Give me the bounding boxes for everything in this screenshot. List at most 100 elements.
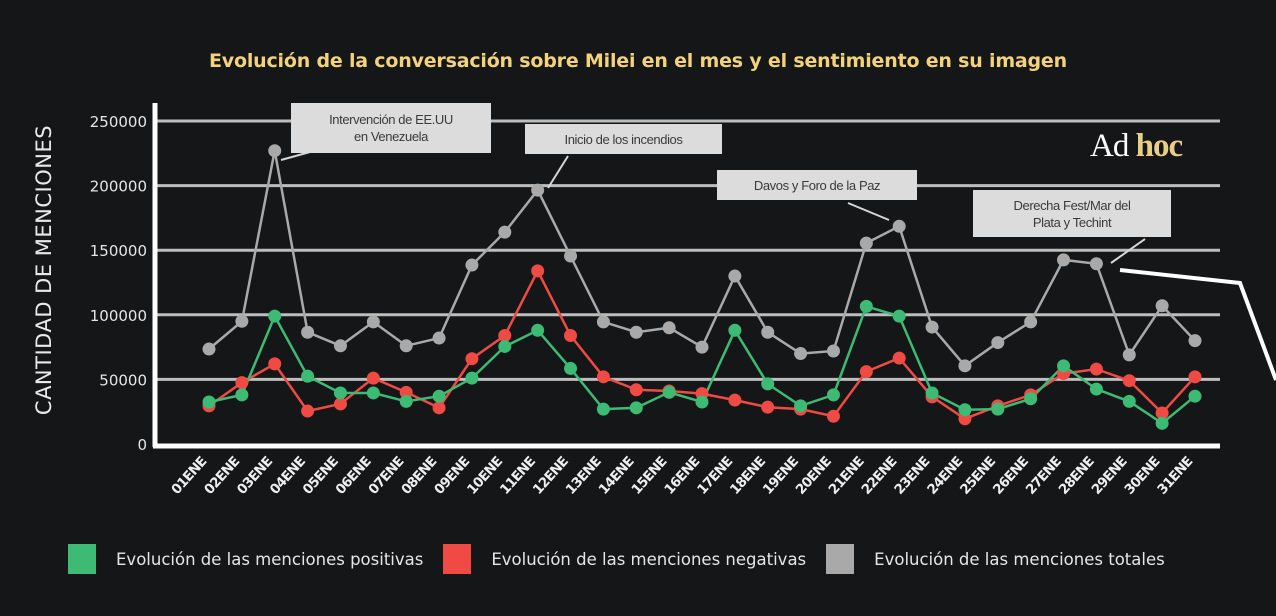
x-tick-label: 24ENE: [924, 454, 966, 498]
x-tick-label: 13ENE: [563, 454, 605, 498]
data-point: [1089, 382, 1103, 396]
x-tick-label: 07ENE: [365, 454, 407, 498]
x-tick-labels: 01ENE02ENE03ENE04ENE05ENE06ENE07ENE08ENE…: [168, 454, 1196, 498]
legend-swatch-totales: [826, 544, 855, 574]
annotation-box: Derecha Fest/Mar del Plata y Techint: [973, 190, 1171, 237]
data-point: [333, 397, 347, 411]
x-tick-label: 20ENE: [793, 454, 835, 498]
data-point: [991, 336, 1005, 350]
legend-label-negativas: Evolución de las menciones negativas: [491, 549, 807, 569]
legend-item-totales: Evolución de las menciones totales: [826, 544, 1165, 574]
x-tick-label: 03ENE: [234, 454, 276, 498]
x-tick-label: 17ENE: [694, 454, 736, 498]
legend-item-positivas: Evolución de las menciones positivas: [68, 544, 423, 574]
x-tick-label: 29ENE: [1089, 454, 1131, 498]
x-tick-label: 19ENE: [760, 454, 802, 498]
decorative-bracket: [1119, 268, 1276, 381]
data-point: [268, 144, 282, 158]
data-point: [892, 219, 906, 233]
x-tick-label: 08ENE: [398, 454, 440, 498]
legend-label-positivas: Evolución de las menciones positivas: [116, 549, 424, 569]
data-point: [629, 383, 643, 397]
data-point: [662, 385, 676, 399]
annotation-box: Davos y Foro de la Paz: [717, 170, 917, 200]
data-point: [432, 331, 446, 345]
data-point: [564, 249, 578, 263]
annotation-text: Davos y Foro de la Paz: [753, 177, 881, 193]
data-point: [761, 377, 775, 391]
x-tick-label: 11ENE: [497, 454, 539, 498]
data-point: [268, 357, 282, 371]
data-point: [1024, 315, 1038, 329]
x-tick-label: 12ENE: [530, 454, 572, 498]
data-point: [1122, 394, 1136, 408]
data-point: [432, 401, 446, 415]
data-point: [1188, 389, 1202, 403]
data-point: [826, 409, 840, 423]
data-point: [366, 386, 380, 400]
legend: Evolución de las menciones positivas Evo…: [68, 543, 1185, 575]
y-tick-label: 150000: [90, 242, 147, 260]
data-point: [202, 395, 216, 409]
data-point: [1188, 370, 1202, 384]
data-point: [1188, 334, 1202, 348]
annotation-box: Inicio de los incendios: [525, 124, 722, 154]
y-tick-label: 50000: [99, 371, 147, 389]
data-point: [958, 412, 972, 426]
data-point: [333, 339, 347, 353]
data-point: [465, 371, 479, 385]
annotation-text: Plata y Techint: [1032, 214, 1112, 230]
data-point: [1089, 362, 1103, 376]
data-point: [333, 386, 347, 400]
data-point: [465, 352, 479, 366]
data-point: [1122, 348, 1136, 362]
data-point: [925, 320, 939, 334]
data-point: [892, 351, 906, 365]
data-point: [826, 344, 840, 358]
annotation-text: Derecha Fest/Mar del: [1013, 197, 1131, 213]
legend-item-negativas: Evolución de las menciones negativas: [443, 544, 806, 574]
logo-part-hoc: hoc: [1135, 128, 1183, 164]
data-point: [859, 365, 873, 379]
annotation-leader: [847, 202, 890, 221]
data-point: [629, 325, 643, 339]
x-tick-label: 21ENE: [826, 454, 868, 498]
data-point: [958, 359, 972, 373]
data-point: [498, 339, 512, 353]
data-point: [1024, 392, 1038, 406]
data-point: [235, 314, 249, 328]
data-point: [235, 376, 249, 390]
data-point: [301, 369, 315, 383]
data-point: [728, 323, 742, 337]
data-point: [465, 258, 479, 272]
annotation-text: en Venezuela: [354, 129, 428, 144]
data-point: [1155, 416, 1169, 430]
data-point: [859, 299, 873, 313]
data-point: [399, 339, 413, 353]
data-point: [564, 328, 578, 342]
annotation-leader: [547, 155, 569, 189]
data-point: [695, 395, 709, 409]
y-tick-label: 200000: [90, 178, 147, 196]
x-tick-label: 09ENE: [431, 454, 473, 498]
data-point: [991, 402, 1005, 416]
data-point: [235, 388, 249, 402]
data-point: [366, 315, 380, 329]
x-tick-label: 27ENE: [1023, 454, 1065, 498]
legend-label-totales: Evolución de las menciones totales: [874, 549, 1165, 569]
y-tick-label: 100000: [90, 307, 147, 325]
y-tick-labels: 0 50000 100000 150000 200000 250000: [90, 113, 147, 454]
logo-part-ad: Ad: [1090, 128, 1129, 164]
x-tick-label: 22ENE: [858, 454, 900, 498]
data-point: [531, 264, 545, 278]
x-tick-label: 30ENE: [1121, 454, 1163, 498]
x-tick-label: 01ENE: [168, 454, 210, 498]
gridlines: [155, 119, 1220, 381]
data-point: [1155, 299, 1169, 313]
data-point: [728, 393, 742, 407]
data-point: [958, 403, 972, 417]
data-point: [662, 321, 676, 335]
data-point: [1155, 406, 1169, 420]
x-tick-label: 23ENE: [891, 454, 933, 498]
